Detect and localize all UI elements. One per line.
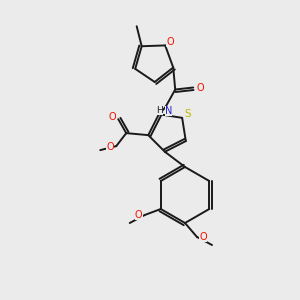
Text: N: N (164, 106, 172, 116)
Text: O: O (108, 112, 116, 122)
Text: O: O (106, 142, 114, 152)
Text: O: O (199, 232, 207, 242)
Text: H: H (156, 106, 163, 115)
Text: O: O (135, 210, 142, 220)
Text: O: O (196, 82, 204, 92)
Text: O: O (167, 38, 174, 47)
Text: S: S (185, 109, 191, 119)
